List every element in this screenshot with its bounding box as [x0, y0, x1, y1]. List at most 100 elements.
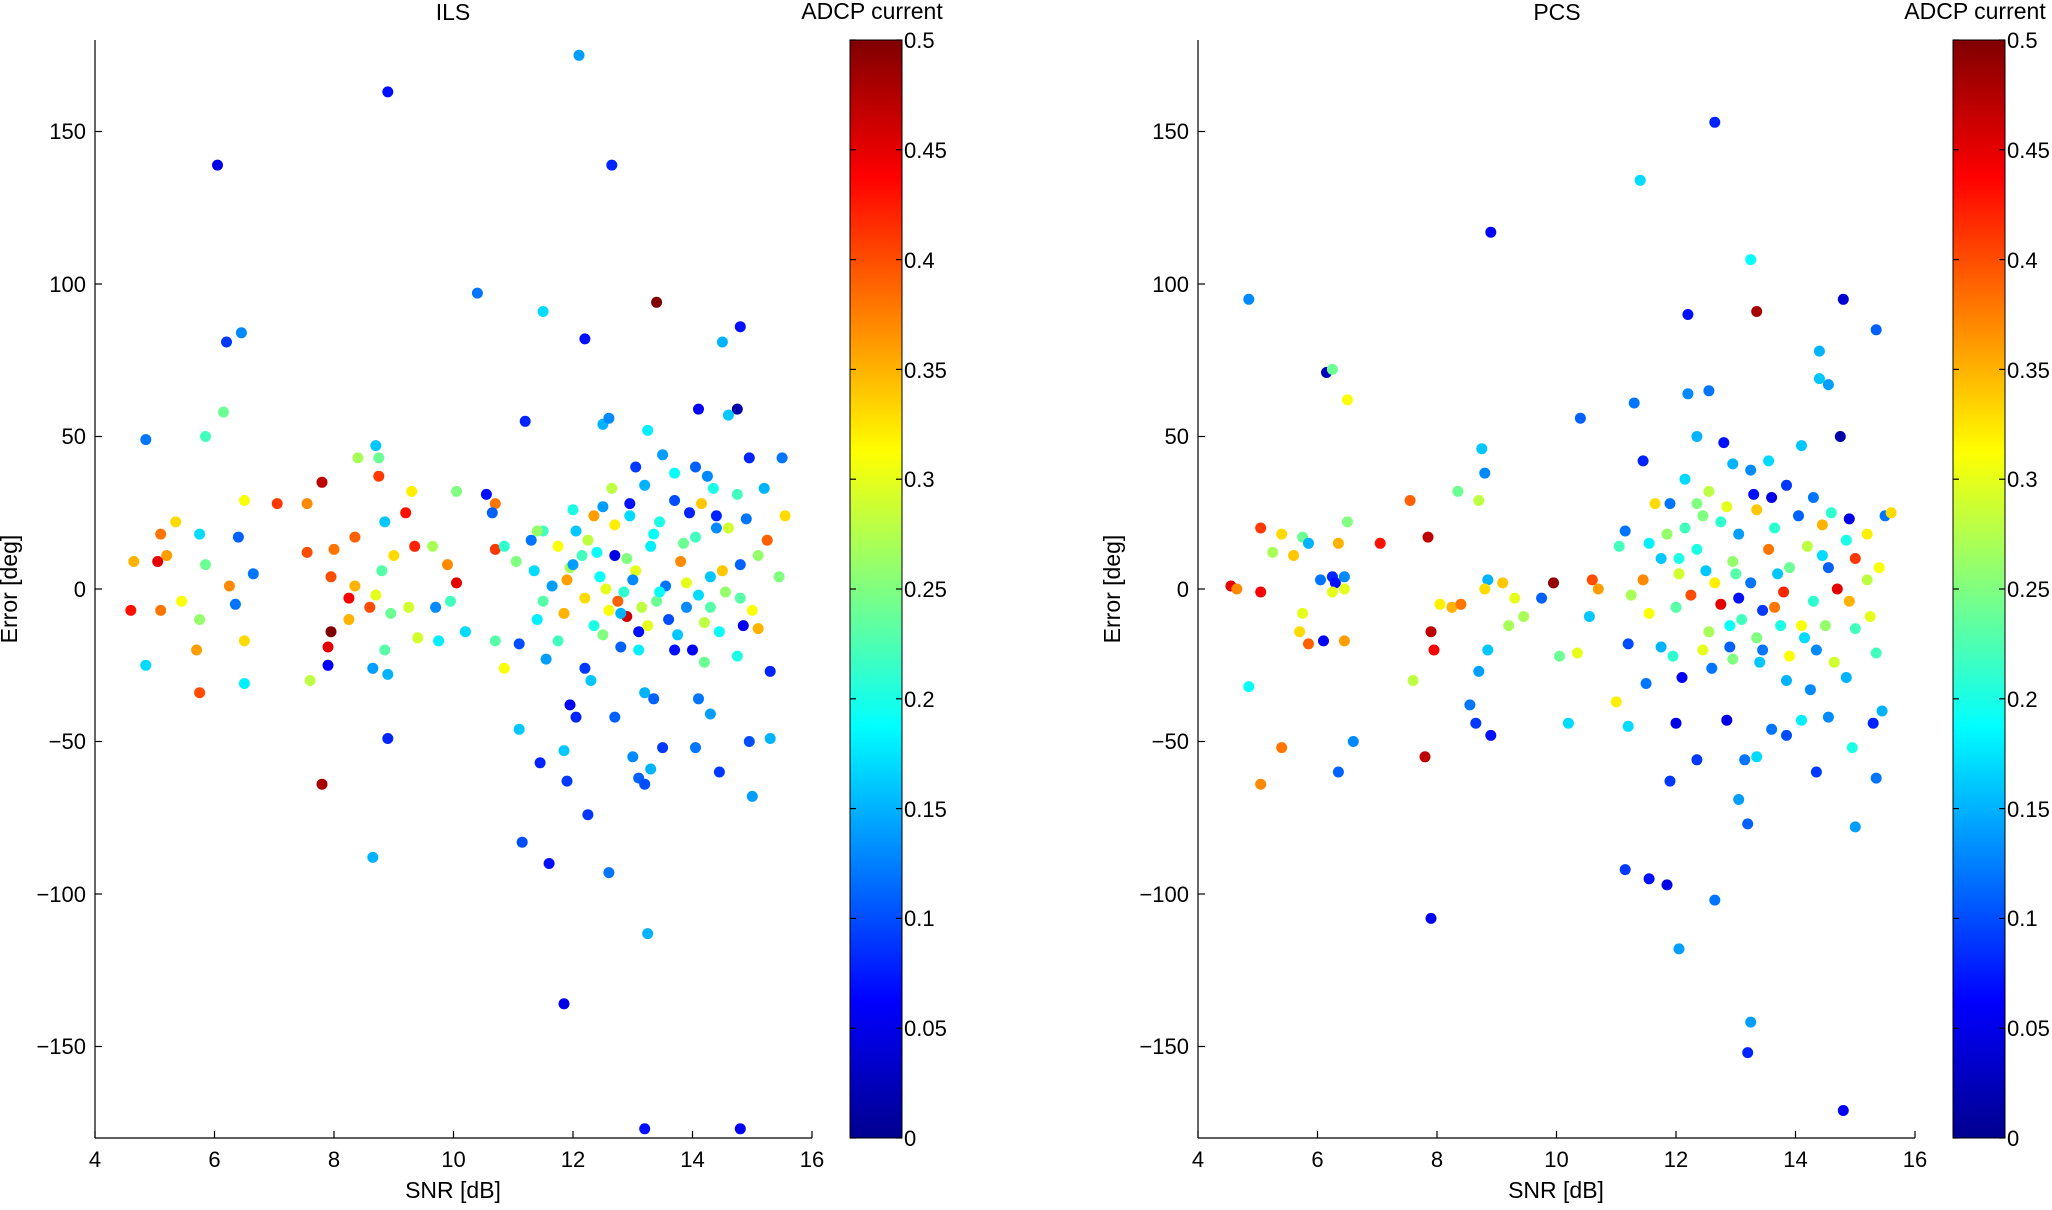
ils-colorbar-tick-label: 0.4 [904, 248, 935, 273]
ils-scatter-point [731, 488, 743, 500]
ils-scatter-point [624, 498, 636, 510]
pcs-scatter-point [1446, 601, 1458, 613]
ils-scatter-point [573, 49, 585, 61]
pcs-scatter-point [1849, 623, 1861, 635]
pcs-scatter-point [1885, 507, 1897, 519]
ils-scatter-point [722, 409, 734, 421]
pcs-scatter-point [1425, 912, 1437, 924]
ils-scatter-point [301, 546, 313, 558]
pcs-scatter-point [1810, 766, 1822, 778]
pcs-scatter-point [1781, 479, 1792, 491]
ils-scatter-point [657, 449, 669, 461]
ils-scatter-point [707, 482, 719, 494]
ils-scatter-point [170, 516, 182, 528]
pcs-scatter-point [1473, 665, 1485, 677]
pcs-scatter-point [1846, 742, 1858, 754]
pcs-scatter-point [1682, 309, 1694, 320]
pcs-x-tick-label: 8 [1431, 1147, 1443, 1172]
ils-scatter-point [194, 687, 206, 699]
pcs-scatter-point [1303, 537, 1314, 549]
pcs-scatter-point [1867, 717, 1879, 729]
ils-colorbar-tick-label: 0.25 [904, 577, 947, 602]
ils-scatter-point [513, 723, 525, 735]
pcs-x-ticks: 4 6 8 10 12 14 16 [1192, 1147, 1927, 1172]
pcs-scatter-point [1831, 583, 1843, 595]
ils-colorbar-tick-label: 0.35 [904, 358, 947, 383]
pcs-scatter-point [1425, 626, 1437, 638]
ils-scatter-point [627, 751, 639, 763]
ils-y-tick-label: 50 [62, 424, 86, 449]
pcs-colorbar-tick-label: 0.15 [2007, 797, 2050, 822]
pcs-scatter-point [1784, 650, 1795, 662]
pcs-scatter-point [1476, 443, 1488, 455]
ils-scatter-point [588, 620, 600, 632]
pcs-scatter-point [1667, 650, 1679, 662]
ils-x-tick-label: 16 [800, 1147, 824, 1172]
pcs-y-ticks: 150 100 50 0 −50 −100 −150 [1139, 119, 1189, 1059]
pcs-scatter-point [1404, 495, 1416, 506]
pcs-scatter-point [1816, 550, 1828, 561]
pcs-scatter-point [1643, 873, 1655, 885]
ils-panel: ILS 4 6 8 10 12 14 16 150 100 50 0 −50 −… [0, 0, 947, 1203]
ils-scatter-point [373, 452, 385, 464]
ils-scatter-point [654, 586, 666, 598]
ils-scatter-point [612, 595, 624, 607]
pcs-scatter-point [1849, 553, 1861, 564]
ils-colorbar-tick-label: 0.15 [904, 797, 947, 822]
pcs-scatter-point [1742, 818, 1754, 830]
pcs-scatter-point [1876, 705, 1888, 717]
ils-scatter-point [564, 699, 576, 711]
pcs-scatter-point [1303, 638, 1314, 650]
ils-scatter-point [642, 620, 654, 632]
pcs-scatter-point [1479, 583, 1491, 595]
ils-scatter-point [669, 644, 681, 656]
ils-scatter-point [325, 626, 337, 638]
ils-scatter-point [567, 559, 579, 571]
pcs-scatter-point [1255, 586, 1267, 598]
pcs-y-tick-label: 150 [1152, 119, 1189, 144]
pcs-scatter-point [1727, 556, 1739, 567]
ils-scatter-point [322, 659, 334, 671]
ils-scatter-point [648, 528, 660, 540]
pcs-colorbar-tick-label: 0.2 [2007, 687, 2038, 712]
ils-scatter-point [597, 629, 609, 641]
pcs-scatter-point [1326, 363, 1338, 375]
ils-scatter-point [534, 757, 546, 769]
pcs-scatter-point [1661, 879, 1673, 891]
ils-scatter-point [693, 403, 704, 415]
pcs-scatter-point [1733, 528, 1745, 540]
ils-scatter-point [582, 809, 594, 821]
ils-scatter-point [155, 604, 167, 616]
ils-scatter-point [430, 601, 442, 613]
ils-scatter-point [603, 412, 615, 424]
ils-scatter-point [140, 659, 152, 671]
pcs-x-tick-label: 16 [1903, 1147, 1927, 1172]
ils-scatter-point [687, 644, 698, 656]
pcs-scatter-point [1772, 568, 1784, 580]
pcs-scatter-point [1766, 492, 1778, 503]
pcs-colorbar: ADCP current 0 0.05 0.1 0.15 0.2 0.25 0.… [1904, 0, 2050, 1151]
ils-x-tick-label: 10 [441, 1147, 465, 1172]
ils-scatter-point [624, 510, 636, 522]
pcs-scatter-point [1819, 620, 1831, 632]
ils-scatter-point [232, 531, 244, 543]
ils-scatter-point [690, 531, 701, 543]
ils-scatter-point [191, 644, 203, 656]
ils-scatter-point [681, 601, 692, 613]
ils-axes [94, 40, 813, 1139]
pcs-scatter-point [1706, 662, 1718, 674]
pcs-scatter-point [1518, 611, 1530, 622]
pcs-x-tick-label: 4 [1192, 1147, 1204, 1172]
ils-colorbar-tick-label: 0.45 [904, 138, 947, 163]
pcs-scatter-point [1769, 601, 1781, 613]
pcs-scatter-point [1338, 571, 1350, 583]
pcs-scatter-point [1571, 647, 1583, 659]
pcs-y-axis-label: Error [deg] [1099, 535, 1125, 644]
pcs-scatter-point [1757, 644, 1769, 656]
ils-y-tick-label: −150 [36, 1034, 86, 1059]
pcs-scatter-point [1849, 821, 1861, 833]
ils-scatter-point [609, 519, 621, 531]
pcs-scatter-point [1775, 620, 1787, 632]
ils-scatter-point [370, 440, 382, 452]
ils-scatter-point [140, 434, 152, 446]
